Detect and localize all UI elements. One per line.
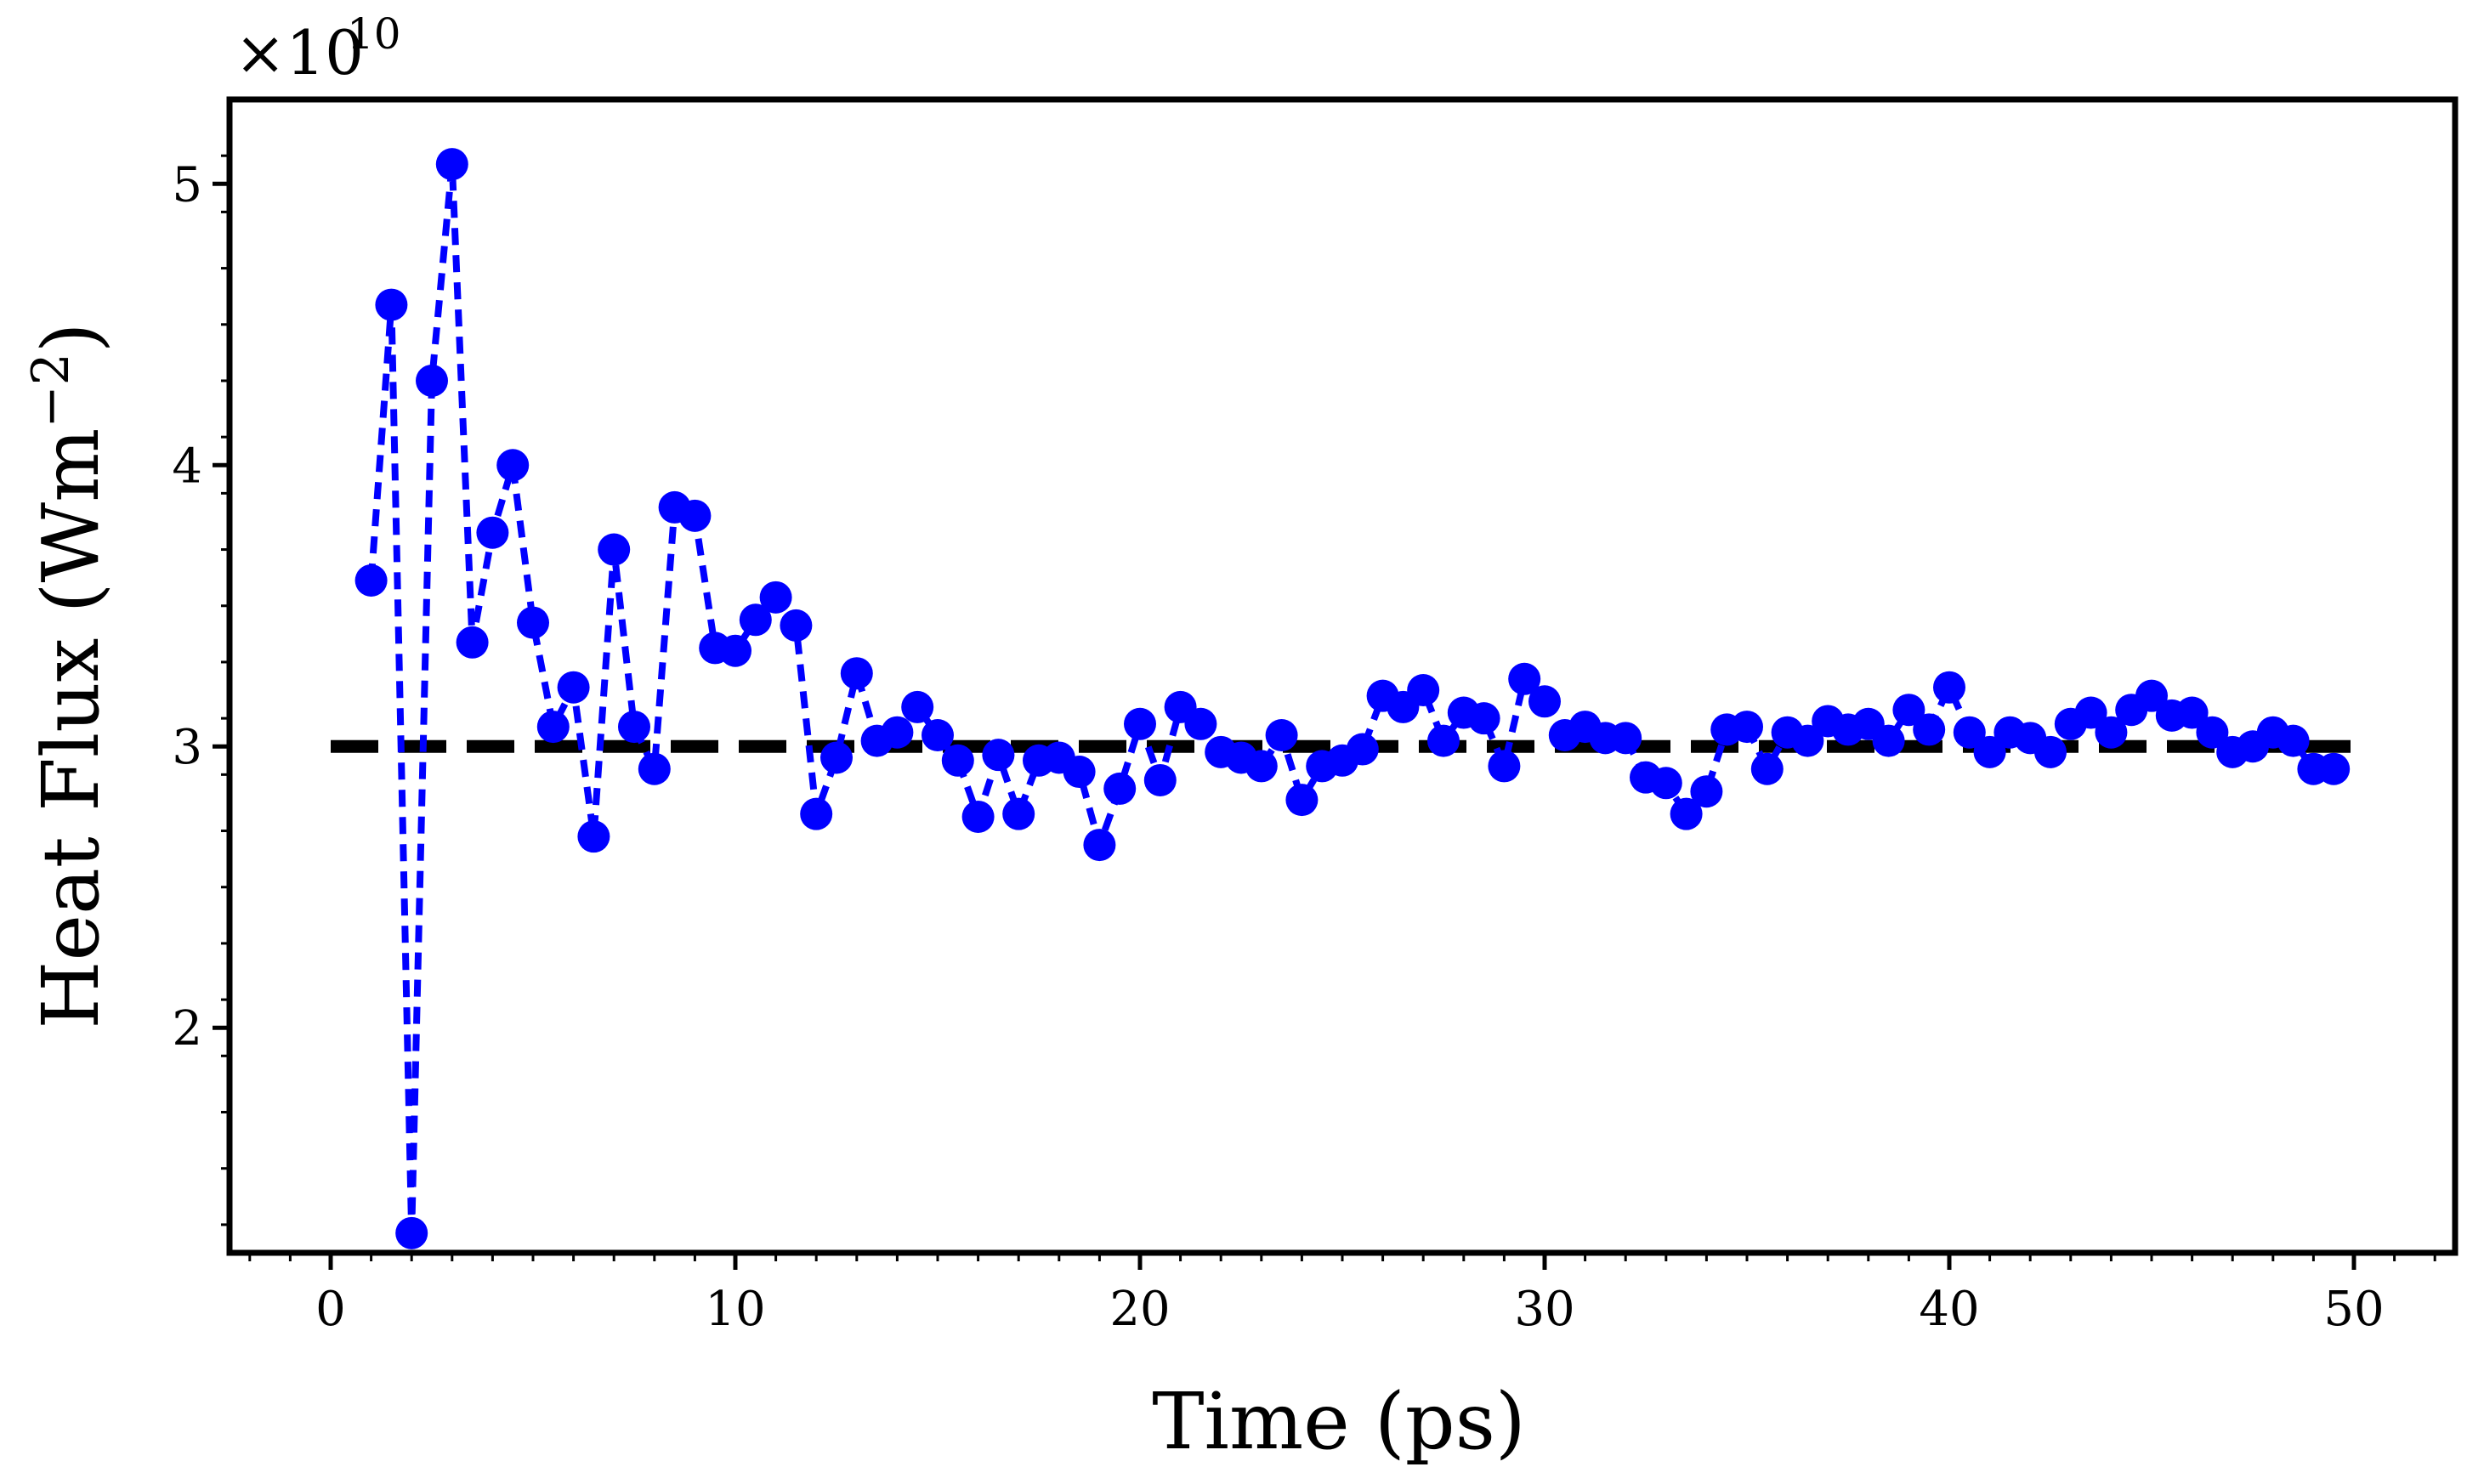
x-tick-label: 40 — [1919, 1282, 1979, 1337]
heat-flux-point — [1467, 702, 1500, 735]
y-multiplier: ×10 10 — [235, 9, 401, 88]
heat-flux-point — [1528, 685, 1561, 718]
y-axis-title-main: Heat Flux (Wm — [26, 428, 116, 1029]
heat-flux-point — [2034, 735, 2067, 768]
heat-flux-point — [1872, 724, 1905, 757]
y-tick-label: 5 — [172, 157, 202, 212]
y-axis-title: Heat Flux (Wm−2) — [21, 322, 116, 1028]
heat-flux-point — [1346, 733, 1379, 766]
plot-frame — [226, 96, 2458, 1256]
heat-flux-point — [840, 657, 873, 690]
heat-flux-point — [2175, 696, 2209, 729]
y-tick-label: 4 — [172, 439, 202, 494]
heat-flux-point — [1002, 797, 1035, 830]
heat-flux-point — [2196, 716, 2229, 749]
heat-flux-point — [1973, 735, 2006, 768]
heat-flux-point — [1508, 662, 1541, 695]
heat-flux-point — [678, 499, 712, 532]
heat-flux-point — [1124, 707, 1156, 740]
heat-flux-point — [496, 449, 530, 482]
heat-flux-point — [941, 744, 974, 777]
heat-flux-point — [1649, 767, 1682, 800]
heat-flux-point — [1063, 756, 1096, 789]
y-axis-title-group: Heat Flux (Wm−2) — [21, 322, 116, 1028]
heat-flux-point — [1083, 829, 1116, 862]
heat-flux-point — [536, 711, 570, 744]
heat-flux-point — [1731, 711, 1763, 744]
heat-flux-point — [1750, 752, 1784, 785]
heat-flux-point — [1791, 724, 1824, 757]
heat-flux-point — [1103, 772, 1137, 805]
heat-flux-point — [2095, 716, 2128, 749]
heat-flux-point — [598, 533, 631, 566]
heat-flux-point — [1913, 713, 1946, 746]
y-tick-label: 3 — [172, 720, 202, 775]
heat-flux-point — [1245, 750, 1278, 783]
heat-flux-point — [2135, 679, 2168, 712]
heat-flux-point — [1488, 750, 1521, 783]
x-tick-label: 50 — [2323, 1282, 2384, 1337]
heat-flux-point — [1143, 763, 1177, 796]
y-tick-label: 2 — [172, 1001, 202, 1056]
heat-flux-point — [1609, 722, 1642, 755]
x-tick-label: 20 — [1109, 1282, 1170, 1337]
x-tick-label: 0 — [315, 1282, 346, 1337]
y-multiplier-exponent: 10 — [347, 9, 401, 59]
x-axis-title: Time (ps) — [1152, 1376, 1526, 1467]
heat-flux-point — [517, 606, 549, 639]
heat-flux-point — [1184, 707, 1217, 740]
heat-flux-point — [1953, 716, 1986, 749]
heat-flux-point — [1285, 784, 1319, 817]
heat-flux-point — [982, 739, 1015, 772]
heat-flux-point — [557, 671, 590, 704]
heat-flux-point — [618, 711, 650, 744]
y-axis-title-exponent: −2 — [21, 353, 81, 428]
heat-flux-point — [577, 820, 610, 853]
heat-flux-point — [922, 719, 954, 752]
plot-layer — [331, 148, 2354, 1249]
heat-flux-point — [416, 364, 448, 397]
heat-flux-point — [354, 564, 388, 597]
x-tick-label: 30 — [1514, 1282, 1574, 1337]
heat-flux-point — [435, 148, 468, 181]
heat-flux-point — [1265, 719, 1298, 752]
heat-flux-point — [1427, 724, 1460, 757]
heat-flux-point — [1690, 775, 1723, 808]
heat-flux-point — [780, 609, 813, 642]
axes-layer: 0 10 20 30 40 50 2 3 4 5 — [172, 154, 2436, 1337]
heat-flux-point — [800, 797, 833, 830]
heat-flux-point — [881, 716, 914, 749]
heat-flux-point — [820, 741, 853, 774]
heat-flux-point — [395, 1216, 428, 1249]
heat-flux-point — [759, 581, 792, 614]
heat-flux-point — [2074, 696, 2107, 729]
heat-flux-point — [1670, 797, 1703, 830]
y-multiplier-base: ×10 — [235, 17, 364, 88]
heat-flux-point — [739, 603, 772, 637]
heat-flux-point — [1892, 694, 1925, 727]
heat-flux-point — [719, 634, 751, 667]
heat-flux-point — [375, 288, 408, 321]
heat-flux-point — [2317, 752, 2351, 785]
y-axis-title-close: ) — [26, 322, 116, 353]
heat-flux-point — [2277, 724, 2310, 757]
heat-flux-point — [456, 626, 489, 659]
heat-flux-point — [1407, 674, 1440, 707]
heat-flux-point — [901, 690, 934, 723]
heat-flux-point — [476, 516, 509, 549]
heat-flux-point — [1933, 671, 1965, 704]
heat-flux-point — [961, 800, 995, 833]
x-tick-label: 10 — [705, 1282, 765, 1337]
heat-flux-point — [638, 752, 671, 785]
